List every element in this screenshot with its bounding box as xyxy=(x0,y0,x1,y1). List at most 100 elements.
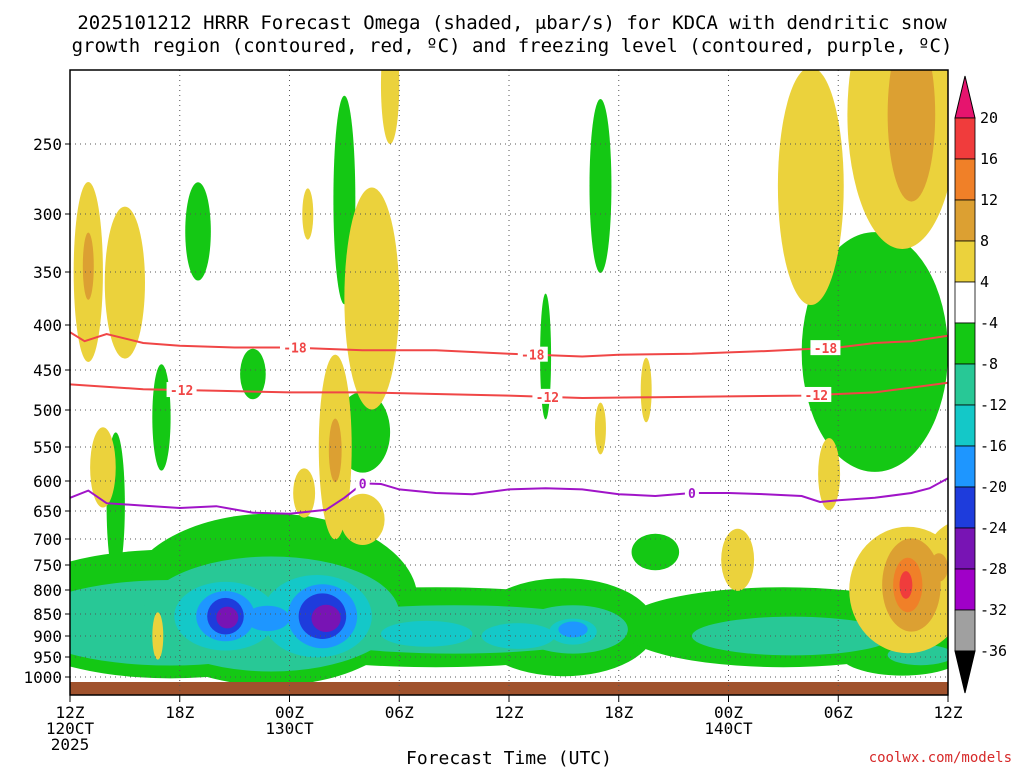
y-tick-label-850: 850 xyxy=(33,605,62,624)
omega-region-34 xyxy=(311,604,341,633)
y-tick-label-450: 450 xyxy=(33,361,62,380)
y-tick-label-250: 250 xyxy=(33,135,62,154)
colorbar-label-1: 16 xyxy=(980,150,998,168)
colorbar: 20 16 12 8 4 -4 -8 -12 -16 -20 -24 -28 -32 -36 xyxy=(954,75,1007,694)
omega-region-50 xyxy=(818,438,841,511)
omega-region-28 xyxy=(245,605,290,632)
omega-region-10 xyxy=(185,182,211,281)
y-tick-label-750: 750 xyxy=(33,556,62,575)
x-tick-label-4-0: 12Z xyxy=(495,703,524,722)
y-tick-label-300: 300 xyxy=(33,205,62,224)
y-axis: 250 300 350 400 450 500 550 600 650 700 750 800 850 9… xyxy=(23,135,70,687)
y-tick-label-350: 350 xyxy=(33,263,62,282)
x-tick-label-8-0: 12Z xyxy=(934,703,963,722)
grid-lines xyxy=(70,70,948,695)
colorbar-swatch-1 xyxy=(954,158,976,201)
colorbar-label-9: -20 xyxy=(980,478,1007,496)
omega-region-59 xyxy=(899,571,913,599)
colorbar-swatch-2 xyxy=(954,199,976,242)
omega-region-41 xyxy=(302,188,314,240)
colorbar-label-6: -8 xyxy=(980,355,998,373)
colorbar-label-13: -36 xyxy=(980,642,1007,660)
x-tick-label-3-0: 06Z xyxy=(385,703,414,722)
colorbar-over-triangle xyxy=(954,75,976,119)
colorbar-label-0: 20 xyxy=(980,109,998,127)
y-tick-label-400: 400 xyxy=(33,316,62,335)
omega-region-55 xyxy=(82,232,94,300)
omega-region-36 xyxy=(104,206,145,359)
colorbar-label-2: 12 xyxy=(980,191,998,209)
colorbar-under-triangle xyxy=(954,650,976,694)
colorbar-swatch-11 xyxy=(954,568,976,611)
y-tick-label-700: 700 xyxy=(33,530,62,549)
omega-region-47 xyxy=(721,528,755,591)
y-tick-label-900: 900 xyxy=(33,627,62,646)
colorbar-swatch-4 xyxy=(954,281,976,324)
colorbar-label-8: -16 xyxy=(980,437,1007,455)
x-tick-label-0-0: 12Z xyxy=(56,703,85,722)
colorbar-label-7: -12 xyxy=(980,396,1007,414)
contour-freezing xyxy=(70,477,948,515)
colorbar-label-12: -32 xyxy=(980,601,1007,619)
y-tick-label-500: 500 xyxy=(33,401,62,420)
contour-label-minus12-0: -12 xyxy=(170,384,193,399)
contour-label-minus18-1: -18 xyxy=(521,349,545,364)
colorbar-label-4: 4 xyxy=(980,273,989,291)
ground-fill xyxy=(70,682,948,695)
omega-region-45 xyxy=(640,357,652,423)
omega-region-20 xyxy=(691,616,894,656)
x-tick-label-0-2: 2025 xyxy=(51,735,90,754)
y-tick-label-550: 550 xyxy=(33,438,62,457)
contour-label-minus12-1: -12 xyxy=(536,391,559,406)
colorbar-swatch-9 xyxy=(954,486,976,529)
omega-region-40 xyxy=(340,493,385,545)
contour-label-bg-minus18-0 xyxy=(279,339,310,355)
x-tick-label-6-1: 140CT xyxy=(704,719,753,738)
y-tick-label-600: 600 xyxy=(33,472,62,491)
colorbar-swatch-10 xyxy=(954,527,976,570)
omega-region-25 xyxy=(481,623,555,649)
omega-region-12 xyxy=(240,348,266,400)
omega-region-42 xyxy=(90,427,116,508)
contour-label-bg-minus12-1 xyxy=(532,388,563,404)
contour-label-bg-minus12-2 xyxy=(801,386,832,402)
contour-label-minus12-2: -12 xyxy=(805,389,828,404)
contour-label-minus18-0: -18 xyxy=(283,342,307,357)
x-tick-label-0-1: 120CT xyxy=(46,719,95,738)
omega-region-15 xyxy=(631,533,680,571)
omega-region-48 xyxy=(777,70,844,305)
contour-label-minus18-2: -18 xyxy=(814,342,838,357)
omega-region-37 xyxy=(380,70,400,144)
y-tick-label-1000: 1000 xyxy=(23,668,62,687)
colorbar-swatch-7 xyxy=(954,404,976,447)
contour-label-bg-freezing-1 xyxy=(684,485,699,500)
contour-label-bg-minus18-1 xyxy=(517,346,548,362)
omega-region-46 xyxy=(594,402,606,455)
colorbar-label-3: 8 xyxy=(980,232,989,250)
colorbar-label-5: -4 xyxy=(980,314,998,332)
omega-region-24 xyxy=(380,620,473,647)
colorbar-label-11: -28 xyxy=(980,560,1007,578)
x-tick-label-7-0: 06Z xyxy=(824,703,853,722)
contour-label-bg-freezing-0 xyxy=(355,475,370,491)
colorbar-swatch-12 xyxy=(954,609,976,652)
omega-region-56 xyxy=(328,418,342,483)
colorbar-swatch-8 xyxy=(954,445,976,488)
x-tick-label-5-0: 18Z xyxy=(604,703,633,722)
omega-region-9 xyxy=(589,99,612,273)
contour-minus18 xyxy=(70,331,948,358)
x-tick-label-2-1: 130CT xyxy=(265,719,314,738)
contour-label-freezing-1: 0 xyxy=(688,487,696,502)
colorbar-label-10: -24 xyxy=(980,519,1007,537)
omega-region-53 xyxy=(887,70,936,202)
temperature-contours: -18 -18 -18 -12 -12 -12 0 0 xyxy=(70,331,948,515)
credit-text: coolwx.com/models xyxy=(869,750,1012,766)
omega-region-38 xyxy=(344,187,400,410)
colorbar-swatch-3 xyxy=(954,240,976,283)
omega-region-43 xyxy=(152,612,164,660)
colorbar-swatch-6 xyxy=(954,363,976,406)
colorbar-swatch-0 xyxy=(954,117,976,160)
x-tick-label-1-0: 18Z xyxy=(165,703,194,722)
